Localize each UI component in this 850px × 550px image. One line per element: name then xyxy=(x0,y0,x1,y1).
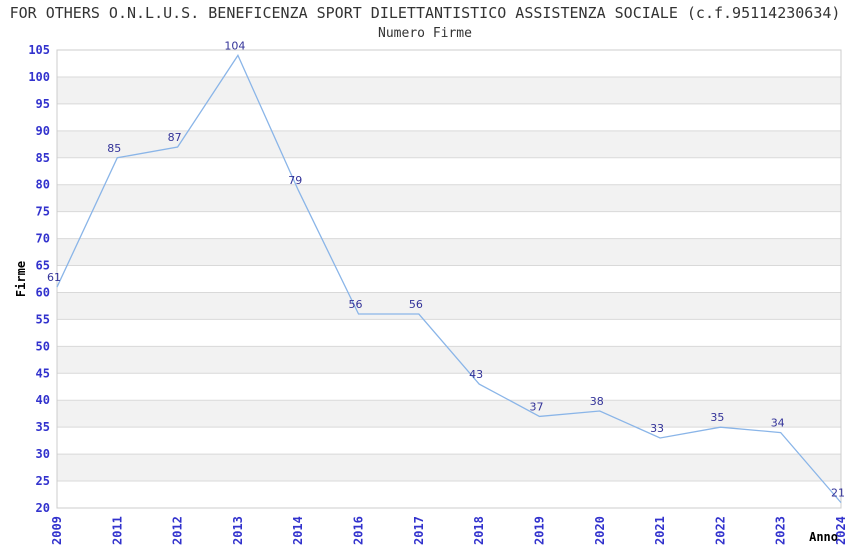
data-point-label: 43 xyxy=(469,368,483,381)
data-point-label: 56 xyxy=(349,298,363,311)
y-tick-label: 95 xyxy=(36,97,50,111)
x-tick-label: 2023 xyxy=(774,516,788,545)
y-tick-label: 30 xyxy=(36,447,50,461)
data-point-label: 21 xyxy=(831,487,845,500)
y-tick-label: 85 xyxy=(36,151,50,165)
y-tick-label: 70 xyxy=(36,232,50,246)
plot-border xyxy=(56,49,842,509)
x-tick-label: 2019 xyxy=(532,516,546,545)
y-tick-label: 60 xyxy=(36,285,50,299)
plot-band xyxy=(57,400,841,428)
plot-band xyxy=(57,346,841,374)
plot-band xyxy=(57,238,841,266)
y-tick-label: 40 xyxy=(36,393,50,407)
y-tick-label: 90 xyxy=(36,124,50,138)
x-tick-label: 2022 xyxy=(713,516,727,545)
plot-band xyxy=(57,454,841,482)
plot-band xyxy=(57,76,841,104)
data-point-label: 87 xyxy=(168,131,182,144)
y-axis-title: Firme xyxy=(14,261,28,297)
data-point-label: 85 xyxy=(107,142,121,155)
x-tick-label: 2020 xyxy=(593,516,607,545)
x-tick-label: 2016 xyxy=(352,516,366,545)
data-point-label: 56 xyxy=(409,298,423,311)
x-tick-label: 2009 xyxy=(50,516,64,545)
y-tick-label: 50 xyxy=(36,339,50,353)
chart-subtitle: Numero Firme xyxy=(378,26,472,41)
y-tick-label: 25 xyxy=(36,474,50,488)
data-line xyxy=(56,54,842,504)
data-point-label: 35 xyxy=(710,411,724,424)
plot-band xyxy=(57,292,841,320)
x-tick-label: 2017 xyxy=(412,516,426,545)
x-tick-label: 2014 xyxy=(291,516,305,545)
x-tick-label: 2012 xyxy=(171,516,185,545)
data-point-label: 33 xyxy=(650,422,664,435)
y-tick-label: 55 xyxy=(36,312,50,326)
x-tick-label: 2021 xyxy=(653,516,667,545)
x-tick-label: 2011 xyxy=(110,516,124,545)
data-point-label: 104 xyxy=(224,39,245,52)
chart-title: FOR OTHERS O.N.L.U.S. BENEFICENZA SPORT … xyxy=(9,4,841,22)
x-tick-label: 2013 xyxy=(231,516,245,545)
plot-band xyxy=(57,184,841,212)
y-tick-label: 75 xyxy=(36,205,50,219)
x-axis-title: Anno xyxy=(809,530,838,544)
data-point-label: 38 xyxy=(590,395,604,408)
data-point-label: 79 xyxy=(288,174,302,187)
y-tick-label: 45 xyxy=(36,366,50,380)
x-tick-label: 2024 xyxy=(834,516,848,545)
y-tick-label: 65 xyxy=(36,259,50,273)
plot-band xyxy=(57,130,841,158)
data-point-label: 34 xyxy=(771,417,785,430)
y-tick-label: 80 xyxy=(36,178,50,192)
data-point-label: 61 xyxy=(47,271,61,284)
y-tick-label: 35 xyxy=(36,420,50,434)
y-tick-label: 20 xyxy=(36,501,50,515)
y-tick-label: 100 xyxy=(28,70,50,84)
y-tick-label: 105 xyxy=(28,43,50,57)
data-point-label: 37 xyxy=(529,400,543,413)
x-tick-label: 2018 xyxy=(472,516,486,545)
